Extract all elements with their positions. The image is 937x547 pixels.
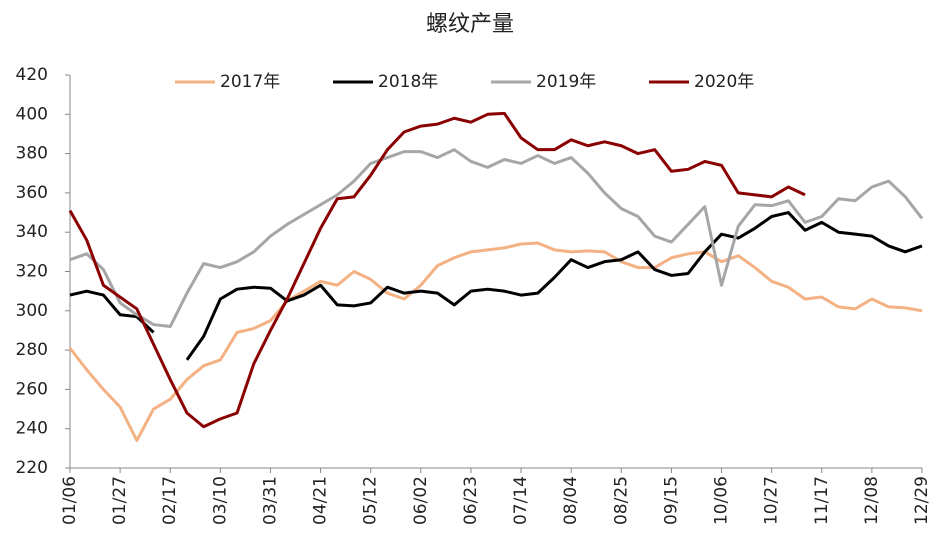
x-tick-label: 09/15 — [661, 476, 681, 525]
x-tick-label: 12/29 — [912, 476, 932, 525]
chart-title: 螺纹产量 — [426, 12, 514, 37]
y-tick-label: 260 — [16, 379, 48, 399]
x-tick-label: 06/02 — [411, 476, 431, 525]
x-tick-label: 01/27 — [110, 476, 130, 525]
x-tick-label: 12/08 — [862, 476, 882, 525]
y-tick-label: 360 — [16, 183, 48, 203]
series-line — [69, 148, 924, 329]
y-tick-label: 320 — [16, 262, 48, 282]
x-tick-label: 01/06 — [60, 476, 80, 525]
series-line — [68, 241, 923, 442]
y-tick-label: 300 — [16, 301, 48, 321]
x-tick-label: 07/14 — [511, 476, 531, 525]
legend-label: 2019年 — [536, 72, 596, 92]
legend-label: 2018年 — [378, 72, 438, 92]
legend-label: 2020年 — [694, 72, 754, 92]
y-tick-label: 420 — [16, 65, 48, 85]
x-tick-label: 04/21 — [311, 476, 331, 525]
x-tick-label: 03/31 — [260, 476, 280, 525]
x-tick-label: 11/17 — [812, 476, 832, 525]
x-tick-label: 10/06 — [712, 476, 732, 525]
x-tick-label: 05/12 — [361, 476, 381, 525]
y-tick-label: 240 — [16, 419, 48, 439]
x-tick-label: 02/17 — [160, 476, 180, 525]
series-line — [69, 211, 923, 361]
series-line — [68, 111, 806, 429]
y-tick-label: 220 — [16, 458, 48, 478]
x-tick-label: 06/23 — [461, 476, 481, 525]
legend-label: 2017年 — [220, 72, 280, 92]
y-tick-label: 380 — [16, 144, 48, 164]
x-tick-label: 03/10 — [210, 476, 230, 525]
x-tick-label: 08/25 — [611, 476, 631, 525]
y-tick-label: 280 — [16, 340, 48, 360]
x-tick-label: 10/27 — [762, 476, 782, 525]
y-tick-label: 340 — [16, 222, 48, 242]
y-tick-label: 400 — [16, 104, 48, 124]
x-tick-label: 08/04 — [561, 476, 581, 525]
